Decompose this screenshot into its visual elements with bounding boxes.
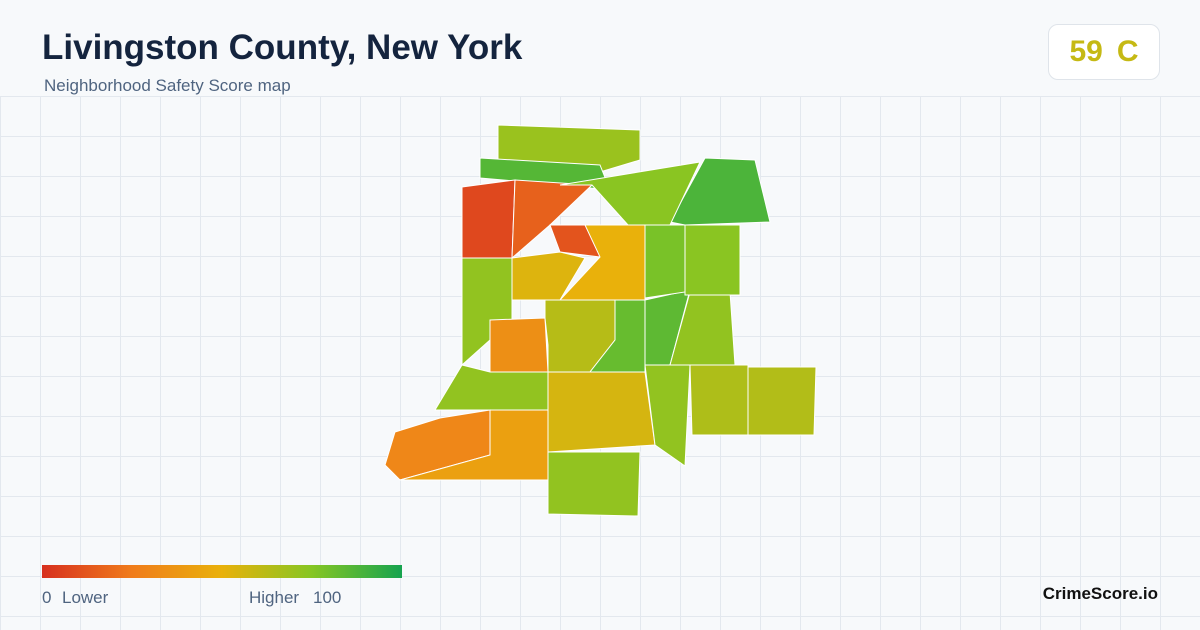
- brand: CrimeScore.io: [1042, 584, 1158, 603]
- legend-min: 0: [42, 588, 52, 607]
- region: [684, 224, 741, 296]
- legend-max: 100: [313, 588, 342, 607]
- region: [547, 451, 641, 517]
- title: Livingston County, New York: [42, 28, 523, 67]
- legend-max-label: Higher: [249, 588, 300, 607]
- legend-gradient: [42, 565, 402, 578]
- region: [747, 366, 817, 436]
- region: [461, 179, 516, 259]
- region: [547, 371, 656, 453]
- region: [644, 364, 691, 467]
- region: [399, 409, 549, 481]
- score-badge: 59 C: [1048, 24, 1160, 80]
- grade: C: [1116, 35, 1139, 68]
- region: [489, 317, 549, 373]
- region: [559, 161, 701, 226]
- score: 59: [1069, 35, 1103, 68]
- region: [644, 224, 686, 299]
- region: [434, 364, 549, 411]
- region: [689, 364, 749, 436]
- subtitle: Neighborhood Safety Score map: [44, 76, 291, 95]
- legend-min-label: Lower: [62, 588, 109, 607]
- region: [497, 124, 641, 173]
